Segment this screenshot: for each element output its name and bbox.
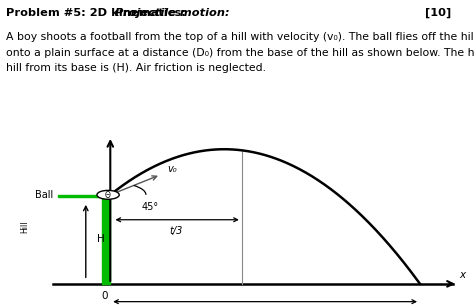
Circle shape (97, 190, 119, 199)
Text: $\Theta$: $\Theta$ (104, 189, 112, 200)
Text: Problem #5: 2D kinematics:: Problem #5: 2D kinematics: (6, 8, 190, 18)
Bar (58, 195, 110, 197)
Bar (102, 195, 110, 284)
Text: H: H (97, 234, 105, 244)
Text: 0: 0 (101, 291, 108, 301)
Text: Projectile motion:: Projectile motion: (115, 8, 229, 18)
Text: [10]: [10] (425, 8, 451, 18)
Text: Ball: Ball (35, 190, 53, 200)
Text: 45°: 45° (141, 202, 159, 212)
Text: v₀: v₀ (167, 164, 177, 174)
Text: Hill: Hill (20, 221, 29, 233)
Text: A boy shoots a football from the top of a hill with velocity (v₀). The ball flie: A boy shoots a football from the top of … (6, 32, 474, 42)
Text: hill from its base is (H). Air friction is neglected.: hill from its base is (H). Air friction … (6, 63, 266, 73)
Text: onto a plain surface at a distance (D₀) from the base of the hill as shown below: onto a plain surface at a distance (D₀) … (6, 48, 474, 58)
Text: t/3: t/3 (169, 226, 182, 236)
Text: x: x (459, 270, 465, 280)
